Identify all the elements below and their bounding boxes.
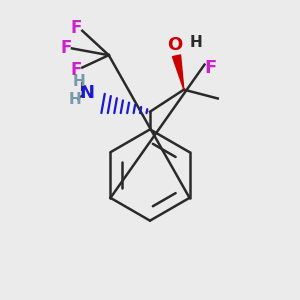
Text: H: H [73, 74, 86, 89]
Text: H: H [189, 35, 202, 50]
Text: N: N [79, 84, 94, 102]
Text: F: F [60, 39, 72, 57]
Polygon shape [172, 55, 184, 90]
Text: O: O [167, 37, 183, 55]
Text: H: H [68, 92, 81, 107]
Text: F: F [71, 61, 82, 80]
Text: F: F [204, 58, 217, 76]
Text: F: F [71, 19, 82, 37]
